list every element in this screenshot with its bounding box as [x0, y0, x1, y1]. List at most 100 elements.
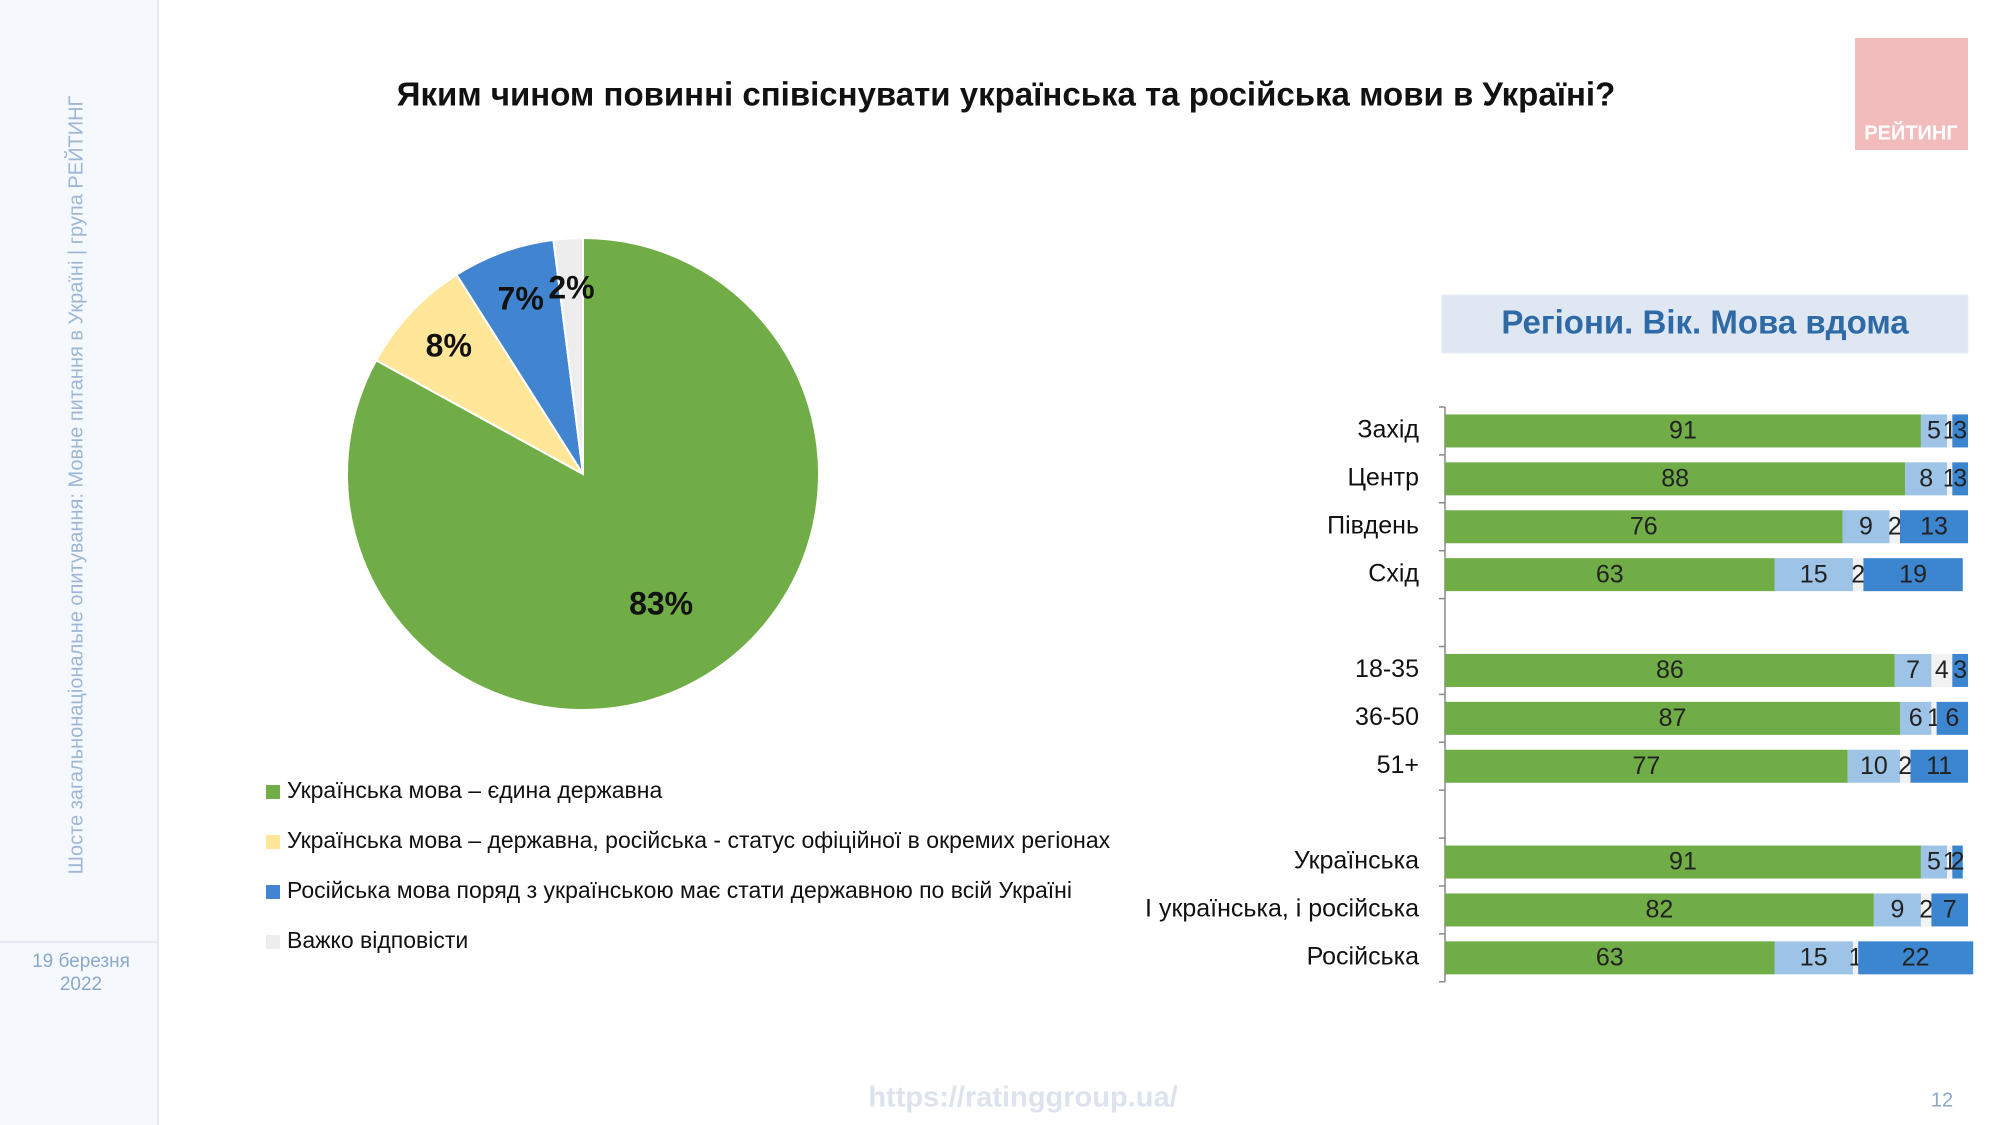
bar-segment [1858, 941, 1974, 975]
slide-title: Яким чином повинні співіснувати українсь… [397, 76, 1616, 113]
category-label: Захід [1357, 416, 1419, 444]
bar-segment [1852, 558, 1864, 592]
bar-value-label: 87 [1659, 704, 1687, 732]
url: https://ratinggroup.ua/ [868, 1082, 1177, 1114]
bar-segment [1947, 462, 1953, 496]
bar-value-label: 8 [1919, 464, 1933, 492]
pie-label: 2% [548, 270, 594, 306]
bar-value-label: 6 [1909, 704, 1923, 732]
bar-value-label: 2 [1951, 848, 1965, 876]
bar-segment [1774, 558, 1853, 592]
bar-segment [1445, 558, 1775, 592]
bar-value-label: 82 [1646, 896, 1674, 924]
bar-value-label: 13 [1920, 512, 1948, 540]
bar-value-label: 5 [1927, 848, 1941, 876]
bar-value-label: 15 [1800, 560, 1828, 588]
bar-value-label: 7 [1906, 656, 1920, 684]
category-label: Українська [1294, 847, 1419, 875]
bar-segment [1947, 845, 1953, 879]
bar-value-label: 22 [1902, 943, 1930, 971]
bar-segment [1445, 510, 1843, 544]
bar-value-label: 3 [1953, 464, 1967, 492]
legend-swatch [266, 935, 280, 949]
pie-label: 83% [629, 585, 693, 621]
logo-text: РЕЙТИНГ [1864, 120, 1957, 144]
bar-segment [1894, 653, 1932, 687]
legend-label: Українська мова – єдина державна [287, 777, 662, 803]
bar-value-label: 6 [1945, 704, 1959, 732]
bar-segment [1931, 653, 1953, 687]
bar-segment [1920, 893, 1932, 927]
bar-value-label: 2 [1851, 560, 1865, 588]
legend-label: Важко відповісти [287, 927, 468, 953]
bar-value-label: 15 [1800, 943, 1828, 971]
bar-value-label: 91 [1669, 417, 1697, 445]
bar-segment [1920, 414, 1948, 448]
category-label: Південь [1327, 511, 1419, 539]
bar-value-label: 2 [1898, 752, 1912, 780]
bar-segment [1947, 414, 1953, 448]
bar-segment [1445, 462, 1906, 496]
pie-slice [374, 273, 584, 475]
bar-value-label: 86 [1656, 656, 1684, 684]
bar-segment [1863, 558, 1963, 592]
category-label: І українська, і російська [1145, 895, 1419, 923]
bar-value-label: 77 [1632, 752, 1660, 780]
bar-value-label: 2 [1919, 896, 1933, 924]
bar-value-label: 9 [1859, 512, 1873, 540]
bar-value-label: 2 [1888, 512, 1902, 540]
bar-segment [1852, 941, 1859, 975]
bar-segment [1931, 701, 1937, 735]
bar-segment [1889, 510, 1901, 544]
bar-segment [1900, 510, 1968, 544]
sidebar [0, 0, 158, 1125]
bar-segment [1936, 701, 1968, 735]
category-label: Російська [1307, 942, 1420, 970]
category-label: 36-50 [1355, 703, 1419, 731]
bar-segment [1445, 701, 1901, 735]
bar-segment [1920, 845, 1948, 879]
legend-label: Українська мова – державна, російська - … [287, 827, 1111, 853]
bar-segment [1900, 749, 1911, 783]
pie-slice [455, 238, 584, 475]
bar-value-label: 63 [1596, 560, 1624, 588]
bar-segment [1445, 941, 1775, 975]
sidebar-text: Шосте загальнонаціональне опитування: Мо… [63, 95, 87, 874]
bar-segment [1910, 749, 1968, 783]
bar-value-label: 11 [1926, 752, 1952, 780]
legend-swatch [266, 885, 280, 899]
bar-value-label: 10 [1860, 752, 1888, 780]
date-day: 19 березня [32, 951, 130, 972]
bar-value-label: 9 [1890, 896, 1904, 924]
bar-value-label: 4 [1935, 656, 1949, 684]
pie-slice [552, 236, 584, 475]
bar-value-label: 76 [1630, 512, 1658, 540]
bar-segment [1445, 749, 1848, 783]
bar-value-label: 19 [1899, 560, 1927, 588]
bar-segment [1905, 462, 1948, 496]
bar-segment [1952, 462, 1968, 496]
legend-swatch [266, 785, 280, 799]
bar-segment [1952, 845, 1963, 879]
bar-segment [1445, 414, 1921, 448]
bar-segment [1931, 893, 1968, 927]
category-label: Центр [1347, 463, 1419, 491]
bar-segment [1847, 749, 1901, 783]
legend-label: Російська мова поряд з українською має с… [287, 877, 1072, 903]
logo [1855, 38, 1968, 150]
bar-segment [1842, 510, 1890, 544]
bar-segment [1774, 941, 1853, 975]
bar-segment [1952, 414, 1968, 448]
bar-value-label: 3 [1953, 417, 1967, 445]
bar-segment [1900, 701, 1932, 735]
pie-label: 7% [498, 280, 544, 316]
category-label: 18-35 [1355, 655, 1419, 683]
category-label: Схід [1368, 559, 1419, 587]
bar-chart-title: Регіони. Вік. Мова вдома [1501, 304, 1909, 341]
bar-value-label: 5 [1927, 417, 1941, 445]
bar-value-label: 88 [1661, 464, 1689, 492]
legend-swatch [266, 835, 280, 849]
bar-value-label: 63 [1596, 943, 1624, 971]
bar-value-label: 3 [1953, 656, 1967, 684]
